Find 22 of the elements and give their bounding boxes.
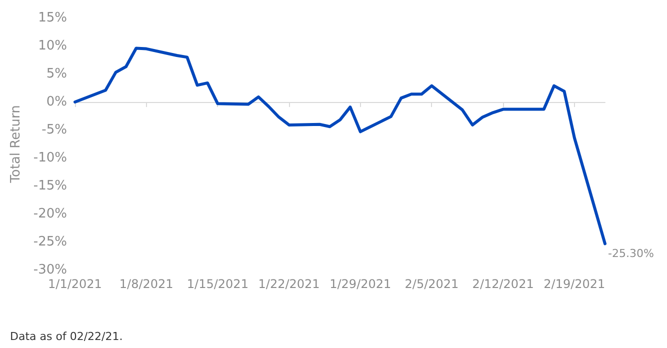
x-tick-label: 2/12/2021 [472,277,534,291]
y-tick-label: -30% [33,262,67,278]
x-tick-label: 2/5/2021 [404,277,459,291]
y-tick-label: 5% [46,66,67,82]
y-tick-label: 0% [46,94,67,110]
data-label: -25.30% [608,247,654,260]
x-tick-label: 1/22/2021 [258,277,320,291]
line-series [74,46,606,246]
y-tick-label: -25% [33,234,67,250]
x-tick-label: 1/15/2021 [186,277,248,291]
y-tick-label: -20% [33,206,67,222]
y-tick-label: -10% [33,150,67,166]
x-tick-label: 2/19/2021 [544,277,606,291]
y-tick-label: 10% [38,38,67,54]
y-axis-title: Total Return [8,105,24,184]
y-tick-label: -15% [33,178,67,194]
text: Data as of 02/22/21. [10,330,123,343]
x-tick-label: 1/29/2021 [330,277,392,291]
x-tick-label: 1/1/2021 [48,277,102,291]
y-tick-label: 15% [38,10,67,26]
x-tick-label: 1/8/2021 [119,277,174,291]
y-tick-label: -5% [42,122,67,138]
